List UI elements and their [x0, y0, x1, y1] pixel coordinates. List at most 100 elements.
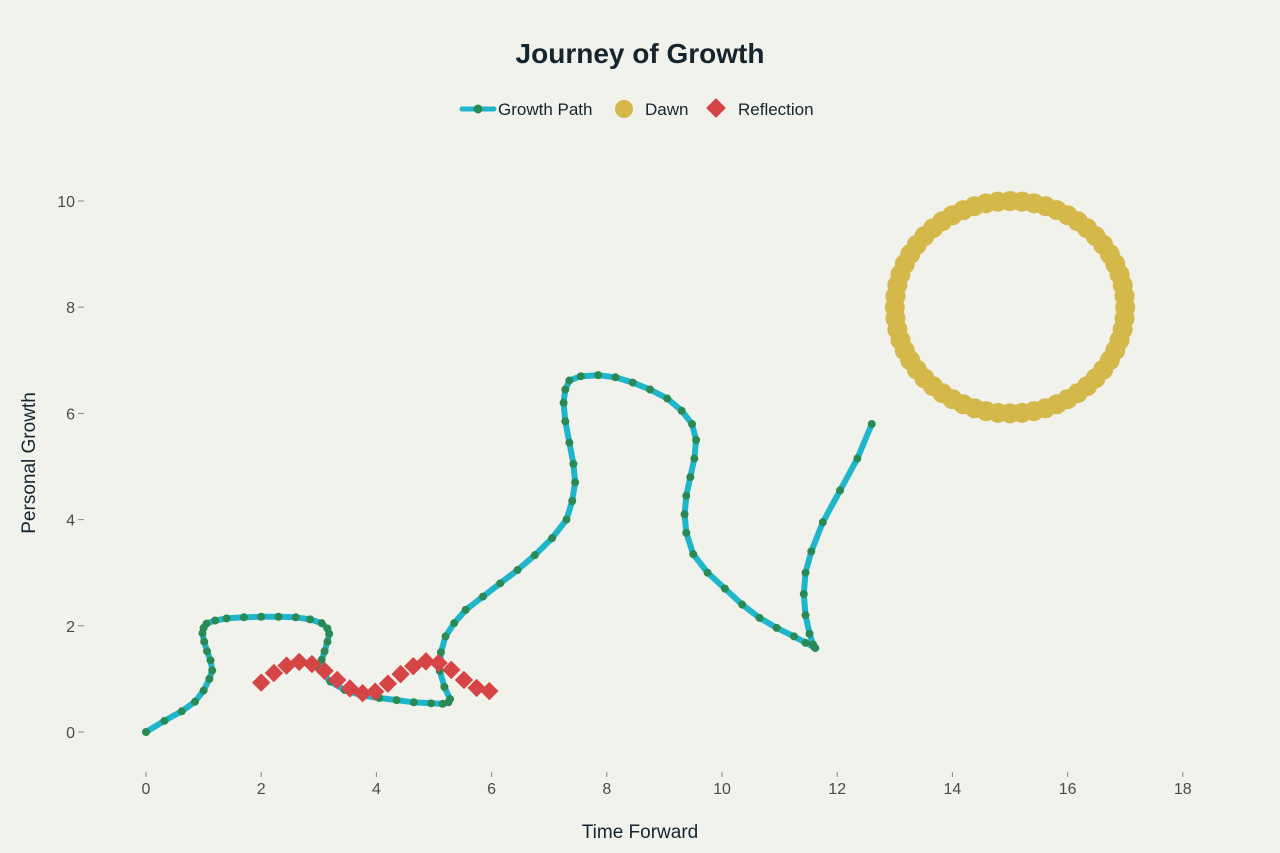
growth-path-point[interactable]	[440, 682, 449, 691]
growth-path-point[interactable]	[222, 614, 231, 623]
growth-path-point[interactable]	[799, 589, 808, 598]
growth-path-point[interactable]	[291, 613, 300, 622]
growth-path-point[interactable]	[450, 619, 459, 628]
growth-path-point[interactable]	[205, 674, 214, 683]
growth-path-point[interactable]	[807, 547, 816, 556]
dawn-point[interactable]	[1114, 308, 1135, 329]
legend-item-growth-path[interactable]: Growth Path	[459, 100, 593, 119]
reflection-point[interactable]	[290, 652, 309, 672]
growth-path-point[interactable]	[530, 551, 539, 560]
growth-path-point[interactable]	[190, 697, 199, 706]
y-tick-label: 0	[66, 725, 75, 742]
growth-path-point[interactable]	[576, 372, 585, 381]
growth-path-point[interactable]	[274, 612, 283, 621]
growth-path-point[interactable]	[628, 378, 637, 387]
growth-path-point[interactable]	[568, 497, 577, 506]
growth-path-point[interactable]	[211, 616, 220, 625]
growth-path-point[interactable]	[559, 398, 568, 407]
growth-path-point[interactable]	[801, 638, 810, 647]
growth-path-point[interactable]	[867, 420, 876, 429]
growth-path-point[interactable]	[818, 518, 827, 527]
growth-path-point[interactable]	[663, 394, 672, 403]
growth-path-point[interactable]	[441, 632, 450, 641]
growth-path-point[interactable]	[686, 473, 695, 482]
reflection-point[interactable]	[353, 684, 372, 703]
growth-path-point[interactable]	[809, 640, 818, 649]
growth-path-point[interactable]	[853, 454, 862, 463]
reflection-point[interactable]	[442, 660, 461, 680]
growth-path-point[interactable]	[409, 698, 418, 707]
growth-path-point[interactable]	[200, 637, 209, 646]
growth-path-point[interactable]	[801, 568, 810, 577]
reflection-point[interactable]	[454, 670, 474, 690]
growth-path-point[interactable]	[392, 696, 401, 705]
growth-path-point[interactable]	[682, 491, 691, 500]
reflection-point[interactable]	[264, 663, 284, 683]
growth-path-point[interactable]	[461, 605, 470, 614]
legend-item-reflection[interactable]: Reflection	[706, 98, 814, 119]
growth-path-point[interactable]	[738, 600, 747, 609]
y-tick-label: 6	[66, 406, 75, 423]
growth-path-point[interactable]	[206, 656, 215, 665]
growth-path-point[interactable]	[199, 686, 208, 695]
growth-path-point[interactable]	[160, 716, 169, 725]
growth-path-point[interactable]	[565, 376, 574, 385]
growth-path-point[interactable]	[571, 478, 580, 487]
growth-path-point[interactable]	[646, 385, 654, 394]
growth-path-point[interactable]	[720, 584, 729, 593]
reflection-point[interactable]	[480, 681, 499, 701]
growth-path-point[interactable]	[565, 438, 574, 447]
growth-path-point[interactable]	[611, 373, 620, 382]
growth-path-point[interactable]	[682, 528, 691, 537]
reflection-point[interactable]	[378, 674, 398, 693]
growth-path-point[interactable]	[239, 613, 248, 622]
growth-path-point[interactable]	[325, 629, 334, 638]
reflection-point[interactable]	[416, 652, 436, 671]
growth-path-point[interactable]	[306, 615, 315, 624]
growth-path-point[interactable]	[836, 486, 845, 495]
growth-path-point[interactable]	[513, 566, 522, 575]
growth-path-point[interactable]	[202, 619, 211, 628]
growth-path-point[interactable]	[801, 611, 810, 620]
legend-item-dawn[interactable]: Dawn	[615, 100, 688, 119]
growth-path-point[interactable]	[692, 435, 701, 444]
growth-path-point[interactable]	[562, 515, 571, 524]
growth-path-point[interactable]	[755, 613, 764, 622]
reflection-point[interactable]	[302, 654, 322, 674]
growth-path-point[interactable]	[317, 619, 326, 628]
growth-path-point[interactable]	[805, 629, 814, 638]
growth-path-point[interactable]	[688, 420, 697, 429]
reflection-point[interactable]	[429, 653, 448, 673]
growth-path-point[interactable]	[680, 510, 689, 519]
growth-path-point[interactable]	[772, 623, 781, 632]
growth-path-point[interactable]	[561, 385, 570, 394]
growth-path-point[interactable]	[703, 568, 712, 577]
growth-path-point[interactable]	[427, 699, 436, 708]
growth-path-point[interactable]	[317, 655, 326, 664]
growth-path-point[interactable]	[790, 632, 798, 641]
y-tick-label: 2	[66, 619, 75, 636]
growth-path-point[interactable]	[446, 695, 455, 704]
growth-path-point[interactable]	[208, 666, 217, 675]
growth-path-point[interactable]	[690, 454, 699, 463]
growth-path-point[interactable]	[594, 371, 603, 380]
growth-path-point[interactable]	[320, 647, 329, 656]
reflection-point[interactable]	[391, 664, 410, 684]
reflection-point[interactable]	[315, 661, 334, 681]
growth-path-point[interactable]	[569, 459, 578, 468]
reflection-point[interactable]	[467, 678, 486, 698]
reflection-point[interactable]	[328, 670, 347, 690]
growth-path-point[interactable]	[177, 707, 186, 716]
growth-path-point[interactable]	[203, 647, 212, 656]
growth-path-point[interactable]	[496, 579, 505, 588]
reflection-point[interactable]	[252, 673, 271, 692]
growth-path-point[interactable]	[323, 637, 332, 646]
growth-path-point[interactable]	[677, 406, 686, 415]
growth-path-point[interactable]	[257, 612, 266, 621]
growth-path-point[interactable]	[548, 534, 557, 543]
growth-path-point[interactable]	[561, 417, 570, 426]
growth-path-point[interactable]	[689, 550, 698, 559]
growth-path-point[interactable]	[478, 592, 487, 601]
reflection-point[interactable]	[366, 682, 385, 701]
growth-path-point[interactable]	[142, 728, 150, 736]
